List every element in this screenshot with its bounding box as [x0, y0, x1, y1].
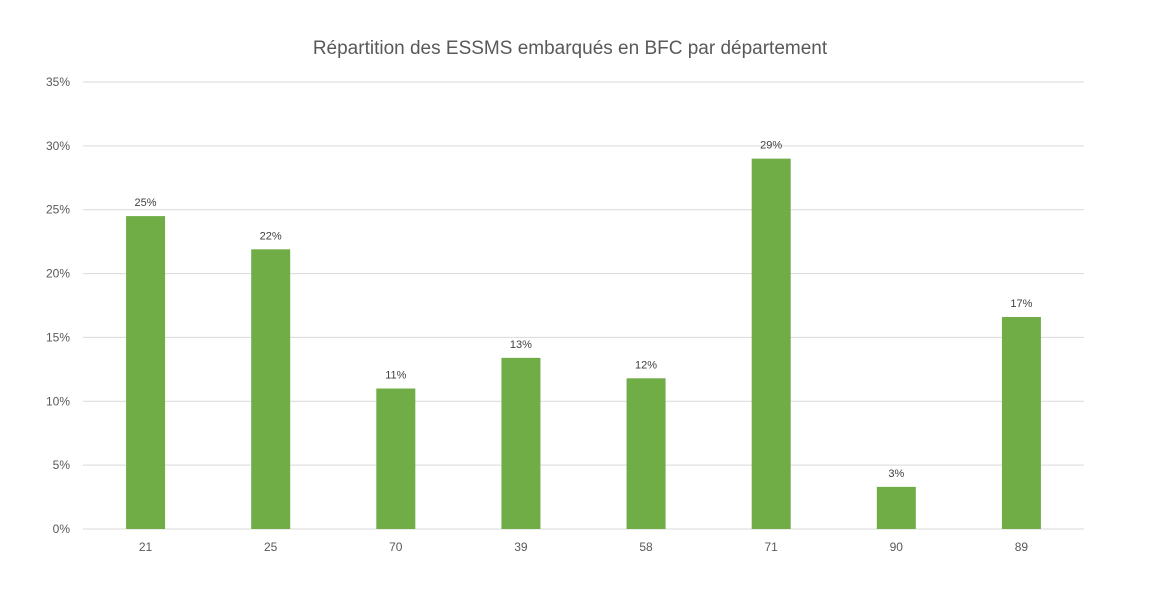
y-axis-ticks: 0% 5% 10% 15% 20% 25% 30% 35% [46, 75, 70, 536]
x-tick-label: 89 [1015, 540, 1029, 554]
y-tick-label: 25% [46, 203, 70, 217]
data-label: 11% [385, 370, 406, 382]
y-tick-label: 20% [46, 267, 70, 281]
x-tick-label: 70 [389, 540, 403, 554]
bar [1001, 316, 1041, 529]
bars [126, 158, 1041, 529]
bar [876, 486, 916, 529]
bar [501, 357, 541, 529]
data-label: 13% [510, 339, 532, 351]
data-label: 22% [260, 230, 282, 242]
x-tick-label: 58 [639, 540, 653, 554]
data-label: 29% [760, 140, 782, 152]
bar [376, 388, 416, 529]
bar [126, 216, 166, 529]
x-tick-label: 71 [765, 540, 779, 554]
x-tick-label: 25 [264, 540, 278, 554]
y-tick-label: 15% [46, 330, 70, 344]
y-tick-label: 30% [46, 139, 70, 153]
data-label: 12% [635, 359, 657, 371]
x-tick-label: 90 [890, 540, 904, 554]
bar [751, 158, 791, 529]
x-axis-ticks: 21 25 70 39 58 71 90 89 [139, 540, 1029, 554]
bar [626, 378, 666, 529]
data-labels: 25% 22% 11% 13% 12% 29% 3% 17% [135, 140, 1033, 480]
y-tick-label: 35% [46, 75, 70, 89]
data-label: 3% [888, 468, 904, 480]
bar [251, 249, 291, 529]
y-tick-label: 5% [53, 458, 71, 472]
data-label: 17% [1010, 298, 1032, 310]
data-label: 25% [135, 197, 157, 209]
x-tick-label: 21 [139, 540, 153, 554]
x-tick-label: 39 [514, 540, 528, 554]
chart-title: Répartition des ESSMS embarqués en BFC p… [312, 38, 828, 59]
y-tick-label: 10% [46, 394, 70, 408]
gridlines [83, 81, 1084, 530]
y-tick-label: 0% [53, 522, 71, 536]
